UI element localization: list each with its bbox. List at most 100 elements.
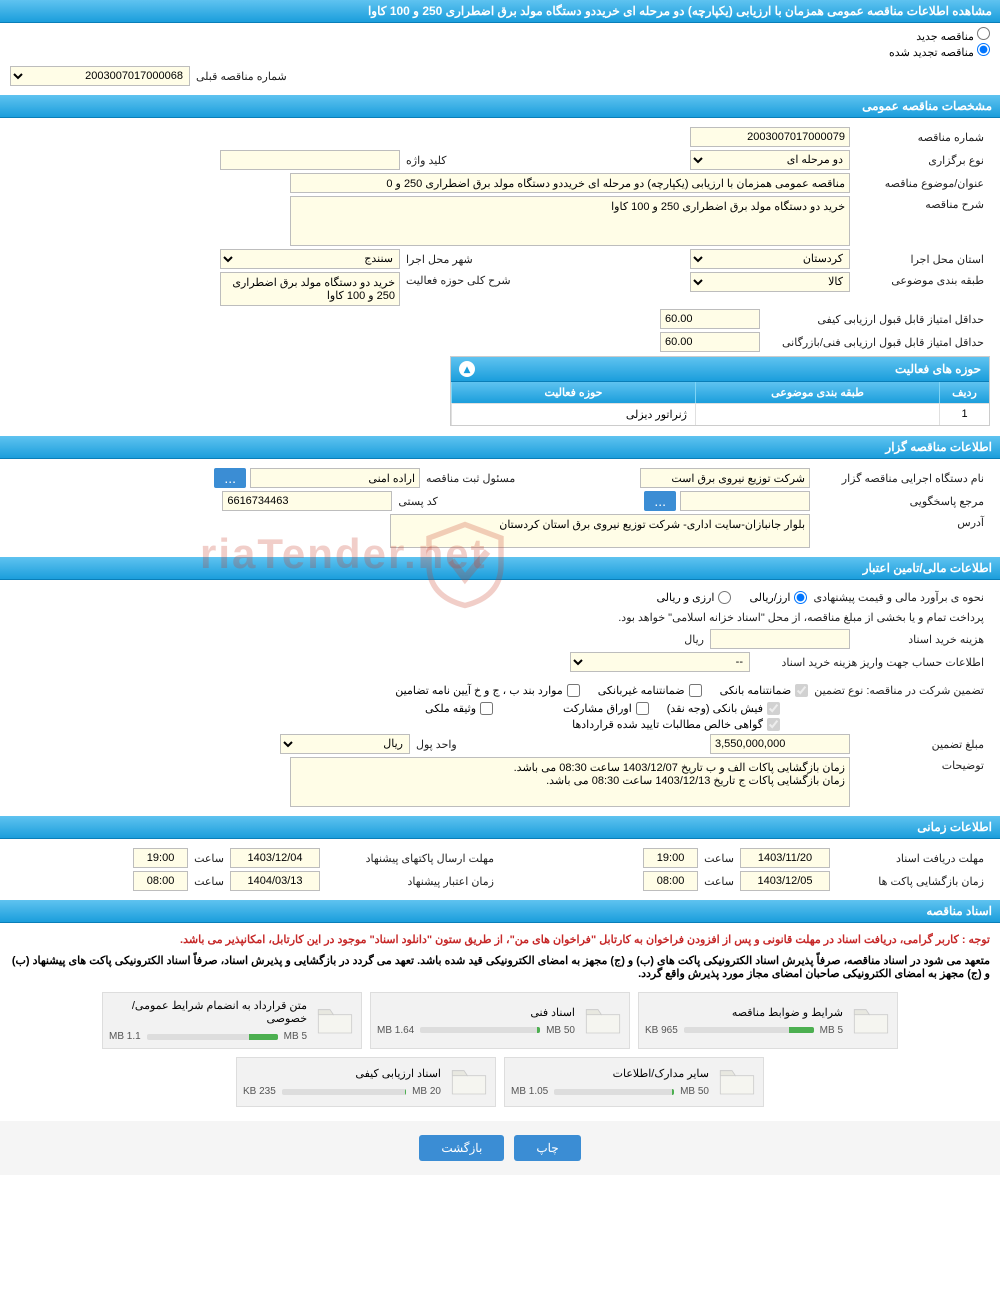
amount-input[interactable] xyxy=(710,734,850,754)
file-info: متن قرارداد به انضمام شرایط عمومی/خصوصی5… xyxy=(109,999,307,1042)
file-title: سایر مدارک/اطلاعات xyxy=(511,1067,709,1080)
file-used: 965 KB xyxy=(645,1025,678,1036)
back-button[interactable]: بازگشت xyxy=(419,1135,504,1161)
submit-date[interactable] xyxy=(230,848,320,868)
estimate-op1-radio[interactable] xyxy=(794,591,807,604)
activity-table-header: ردیف طبقه بندی موضوعی حوزه فعالیت xyxy=(451,382,989,403)
file-used: 1.05 MB xyxy=(511,1086,548,1097)
province-select[interactable]: کردستان xyxy=(690,249,850,269)
estimate-op1-text: ارز/ریالی xyxy=(749,591,790,604)
radio-renewed-label[interactable]: مناقصه تجدید شده xyxy=(889,47,990,59)
file-info: اسناد ارزیابی کیفی20 MB235 KB xyxy=(243,1067,441,1097)
file-info: شرایط و ضوابط مناقصه5 MB965 KB xyxy=(645,1006,843,1036)
address-textarea[interactable] xyxy=(390,514,810,548)
g4-text: فیش بانکی (وجه نقد) xyxy=(667,702,763,715)
estimate-op2-radio[interactable] xyxy=(718,591,731,604)
radio-new-label[interactable]: مناقصه جدید xyxy=(916,31,990,43)
currency-select[interactable]: ریال xyxy=(280,734,410,754)
registrar-input[interactable] xyxy=(250,468,420,488)
file-title: اسناد فنی xyxy=(377,1006,575,1019)
open-date[interactable] xyxy=(740,871,830,891)
g2-text: ضمانتنامه غیربانکی xyxy=(598,684,685,697)
subject-input[interactable] xyxy=(290,173,850,193)
g3-check[interactable] xyxy=(567,684,580,697)
g1-label[interactable]: ضمانتنامه بانکی xyxy=(720,684,809,697)
subject-label: عنوان/موضوع مناقصه xyxy=(850,175,990,192)
file-card[interactable]: اسناد ارزیابی کیفی20 MB235 KB xyxy=(236,1057,496,1107)
tender-number-input[interactable] xyxy=(690,127,850,147)
notes-textarea[interactable] xyxy=(290,757,850,807)
min-quality-input[interactable] xyxy=(660,309,760,329)
g6-check[interactable] xyxy=(480,702,493,715)
type-select[interactable]: دو مرحله ای xyxy=(690,150,850,170)
g3-label[interactable]: موارد بند ب ، ج و خ آیین نامه تضامین xyxy=(395,684,579,697)
col-activity: حوزه فعالیت xyxy=(451,382,695,403)
city-select[interactable]: سنندج xyxy=(220,249,400,269)
doc-note2: متعهد می شود در اسناد مناقصه، صرفاً پذیر… xyxy=(10,950,990,984)
g5-check[interactable] xyxy=(636,702,649,715)
estimate-op2-label[interactable]: ارزی و ریالی xyxy=(657,591,732,604)
validity-time[interactable] xyxy=(133,871,188,891)
keyword-label: کلید واژه xyxy=(400,152,690,169)
folder-icon xyxy=(717,1064,757,1100)
response-input[interactable] xyxy=(680,491,810,511)
progress-bar xyxy=(147,1034,278,1040)
receive-date[interactable] xyxy=(740,848,830,868)
g2-label[interactable]: ضمانتنامه غیربانکی xyxy=(598,684,702,697)
radio-new[interactable] xyxy=(977,27,990,40)
prev-number-select[interactable]: 2003007017000068 xyxy=(10,66,190,86)
keyword-input[interactable] xyxy=(220,150,400,170)
g2-check[interactable] xyxy=(689,684,702,697)
account-select[interactable]: -- xyxy=(570,652,750,672)
g1-check[interactable] xyxy=(795,684,808,697)
file-card[interactable]: متن قرارداد به انضمام شرایط عمومی/خصوصی5… xyxy=(102,992,362,1049)
page-title: مشاهده اطلاعات مناقصه عمومی همزمان با ار… xyxy=(368,4,992,18)
radio-renewed[interactable] xyxy=(977,43,990,56)
category-select[interactable]: کالا xyxy=(690,272,850,292)
page-title-bar: مشاهده اطلاعات مناقصه عمومی همزمان با ار… xyxy=(0,0,1000,23)
estimate-op2-text: ارزی و ریالی xyxy=(657,591,715,604)
file-grid: شرایط و ضوابط مناقصه5 MB965 KB اسناد فنی5… xyxy=(10,984,990,1115)
open-label: زمان بازگشایی پاکت ها xyxy=(830,873,990,890)
file-used: 1.1 MB xyxy=(109,1031,141,1042)
radio-new-text: مناقصه جدید xyxy=(916,31,974,43)
print-button[interactable]: چاپ xyxy=(514,1135,580,1161)
g4-check[interactable] xyxy=(767,702,780,715)
progress-bar xyxy=(554,1089,674,1095)
open-time-label: ساعت xyxy=(698,873,740,890)
doc-cost-input[interactable] xyxy=(710,629,850,649)
exec-input[interactable] xyxy=(640,468,810,488)
submit-time[interactable] xyxy=(133,848,188,868)
file-card[interactable]: سایر مدارک/اطلاعات50 MB1.05 MB xyxy=(504,1057,764,1107)
response-lookup-button[interactable]: ... xyxy=(644,491,676,511)
registrar-lookup-button[interactable]: ... xyxy=(214,468,246,488)
collapse-icon[interactable]: ▴ xyxy=(459,361,475,377)
g5-label[interactable]: اوراق مشارکت xyxy=(563,702,649,715)
min-tech-input[interactable] xyxy=(660,332,760,352)
guarantee-label: تضمین شرکت در مناقصه: نوع تضمین xyxy=(808,682,990,699)
estimate-op1-label[interactable]: ارز/ریالی xyxy=(749,591,807,604)
postal-input[interactable] xyxy=(222,491,392,511)
validity-label: زمان اعتبار پیشنهاد xyxy=(320,873,500,890)
progress-fill xyxy=(249,1034,278,1040)
file-used: 235 KB xyxy=(243,1086,276,1097)
activity-desc-textarea[interactable] xyxy=(220,272,400,306)
prev-number-label: شماره مناقصه قبلی xyxy=(190,68,293,85)
g7-check[interactable] xyxy=(767,718,780,731)
g3-text: موارد بند ب ، ج و خ آیین نامه تضامین xyxy=(395,684,562,697)
desc-label: شرح مناقصه xyxy=(850,196,990,213)
g6-label[interactable]: وثیقه ملکی xyxy=(425,702,493,715)
g4-label[interactable]: فیش بانکی (وجه نقد) xyxy=(667,702,780,715)
col-row: ردیف xyxy=(939,382,989,403)
open-time[interactable] xyxy=(643,871,698,891)
g7-label[interactable]: گواهی خالص مطالبات تایید شده قراردادها xyxy=(572,718,780,731)
general-area: شماره مناقصه نوع برگزاری دو مرحله ای کلی… xyxy=(0,118,1000,436)
section-documents-header: اسناد مناقصه xyxy=(0,900,1000,923)
progress-bar xyxy=(684,1027,814,1033)
validity-date[interactable] xyxy=(230,871,320,891)
file-card[interactable]: اسناد فنی50 MB1.64 MB xyxy=(370,992,630,1049)
file-title: اسناد ارزیابی کیفی xyxy=(243,1067,441,1080)
receive-time[interactable] xyxy=(643,848,698,868)
file-card[interactable]: شرایط و ضوابط مناقصه5 MB965 KB xyxy=(638,992,898,1049)
desc-textarea[interactable] xyxy=(290,196,850,246)
